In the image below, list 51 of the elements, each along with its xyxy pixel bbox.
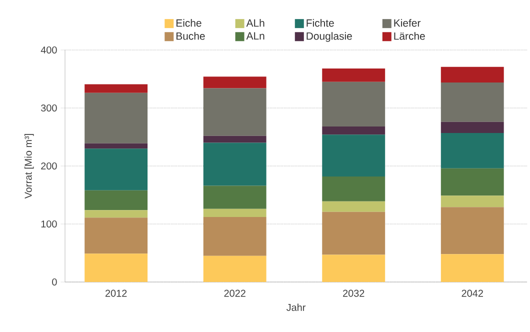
legend-label: ALn: [246, 32, 264, 40]
legend-label: Kiefer: [394, 19, 421, 27]
bar: [440, 66, 504, 82]
bar: [203, 256, 266, 282]
x-tick-label: 2022: [224, 290, 246, 297]
bar: [440, 122, 504, 133]
bar: [322, 68, 386, 82]
bar: [84, 190, 148, 210]
bar: [203, 142, 266, 186]
y-tick-label: 0: [52, 278, 57, 286]
bar: [322, 82, 386, 127]
bar: [440, 207, 504, 254]
legend-label: Douglasie: [306, 32, 352, 42]
y-tick-label: 300: [40, 104, 57, 112]
bar: [322, 126, 386, 135]
bar: [322, 176, 386, 202]
legend-label: Fichte: [306, 19, 334, 27]
bar: [203, 88, 266, 136]
bar: [84, 254, 148, 282]
bar: [322, 212, 386, 255]
bar: [84, 218, 148, 254]
bar: [84, 210, 148, 218]
legend-label: Buche: [176, 32, 205, 40]
bar: [440, 168, 504, 196]
bar: [440, 132, 504, 168]
y-axis-title: Vorrat [Mio m³]: [24, 134, 34, 199]
legend-label: Eiche: [176, 19, 202, 27]
y-tick-label: 400: [40, 46, 57, 54]
y-tick-label: 200: [41, 162, 57, 170]
bar: [203, 136, 266, 143]
bar: [203, 186, 266, 209]
bar: [84, 148, 148, 190]
bar: [203, 76, 266, 88]
bar: [440, 82, 504, 122]
legend-label: Lärche: [394, 32, 425, 40]
bar: [322, 254, 386, 282]
bar: [84, 92, 148, 144]
y-tick-label: 100: [41, 220, 57, 228]
bar: [322, 134, 386, 176]
bar: [440, 254, 504, 282]
x-tick-label: 2032: [343, 290, 364, 297]
x-tick-label: 2012: [105, 290, 127, 297]
x-tick-label: 2042: [462, 290, 483, 297]
bar: [440, 196, 504, 208]
bar: [84, 143, 148, 149]
x-axis-title: Jahr: [286, 304, 306, 311]
bar: [203, 208, 266, 218]
bar: [203, 217, 266, 256]
bar: [322, 201, 386, 212]
bar: [84, 84, 148, 93]
legend-label: ALh: [246, 19, 264, 27]
